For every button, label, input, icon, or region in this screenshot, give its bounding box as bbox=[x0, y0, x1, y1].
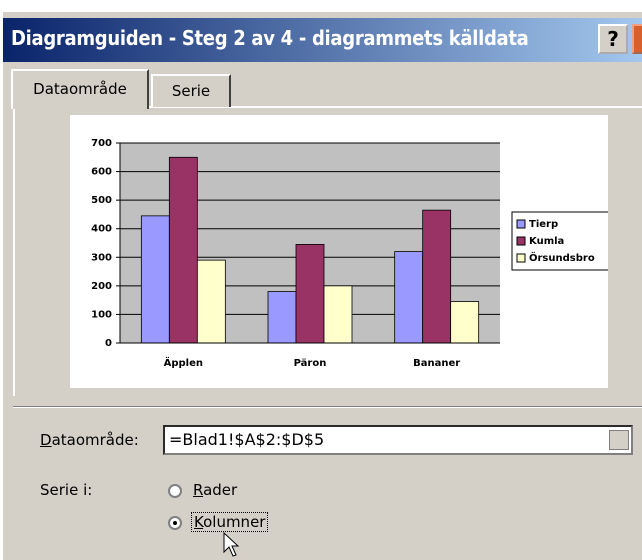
range-input[interactable]: =Blad1!$A$2:$D$5 bbox=[163, 425, 633, 455]
range-value: =Blad1!$A$2:$D$5 bbox=[169, 430, 325, 449]
y-tick-label: 500 bbox=[91, 195, 112, 206]
y-tick-label: 400 bbox=[91, 224, 112, 235]
x-tick-label: Bananer bbox=[413, 358, 460, 369]
y-tick-label: 100 bbox=[91, 309, 112, 320]
title-bar: Diagramguiden - Steg 2 av 4 - diagrammet… bbox=[3, 18, 642, 62]
tab-panel bbox=[13, 106, 642, 396]
legend-box bbox=[511, 211, 613, 271]
legend-label: Kumla bbox=[529, 236, 564, 247]
series-label: Serie i: bbox=[40, 481, 93, 499]
y-tick-label: 200 bbox=[91, 281, 112, 292]
y-tick-label: 600 bbox=[91, 167, 112, 178]
bar bbox=[394, 251, 424, 344]
bar bbox=[196, 259, 226, 344]
bar bbox=[323, 285, 353, 344]
chart: 0 100 200 300 400 500 600 700 Äpplen Päron Bananer… bbox=[91, 138, 613, 369]
y-tick-label: 700 bbox=[91, 138, 112, 149]
bar bbox=[295, 244, 325, 344]
window-title: Diagramguiden - Steg 2 av 4 - diagrammet… bbox=[11, 26, 529, 50]
separator bbox=[13, 406, 642, 408]
legend-swatch bbox=[516, 219, 526, 229]
legend-swatch bbox=[516, 253, 526, 263]
dialog: Diagramguiden - Steg 2 av 4 - diagrammet… bbox=[0, 12, 642, 560]
close-button[interactable] bbox=[632, 24, 642, 54]
help-button[interactable]: ? bbox=[598, 24, 628, 54]
tab[interactable]: Serie bbox=[151, 74, 231, 107]
legend-label: Örsundsbro bbox=[529, 250, 595, 264]
range-label: Dataområde: bbox=[40, 431, 139, 449]
legend-swatch bbox=[516, 236, 526, 246]
y-tick-label: 300 bbox=[91, 252, 112, 263]
radio-label[interactable]: Rader bbox=[193, 481, 238, 499]
collapse-button[interactable] bbox=[609, 430, 629, 450]
radio-label[interactable]: Kolumner bbox=[191, 512, 269, 532]
y-tick-label: 0 bbox=[105, 338, 112, 349]
bar bbox=[168, 156, 198, 344]
x-tick-label: Äpplen bbox=[164, 355, 203, 369]
legend: Tierp Kumla Örsundsbro bbox=[511, 211, 613, 271]
x-tick-label: Päron bbox=[294, 358, 327, 369]
bar bbox=[267, 291, 297, 344]
tab[interactable]: Dataområde bbox=[11, 69, 149, 109]
radio-dot bbox=[173, 521, 177, 525]
bar bbox=[140, 215, 170, 344]
bar bbox=[422, 209, 452, 344]
bar bbox=[450, 301, 480, 344]
radio[interactable] bbox=[168, 484, 182, 498]
cursor bbox=[223, 532, 240, 557]
legend-label: Tierp bbox=[529, 219, 558, 230]
radio[interactable] bbox=[168, 516, 182, 530]
chart-preview: 0 100 200 300 400 500 600 700 Äpplen Päron Bananer… bbox=[70, 115, 613, 388]
